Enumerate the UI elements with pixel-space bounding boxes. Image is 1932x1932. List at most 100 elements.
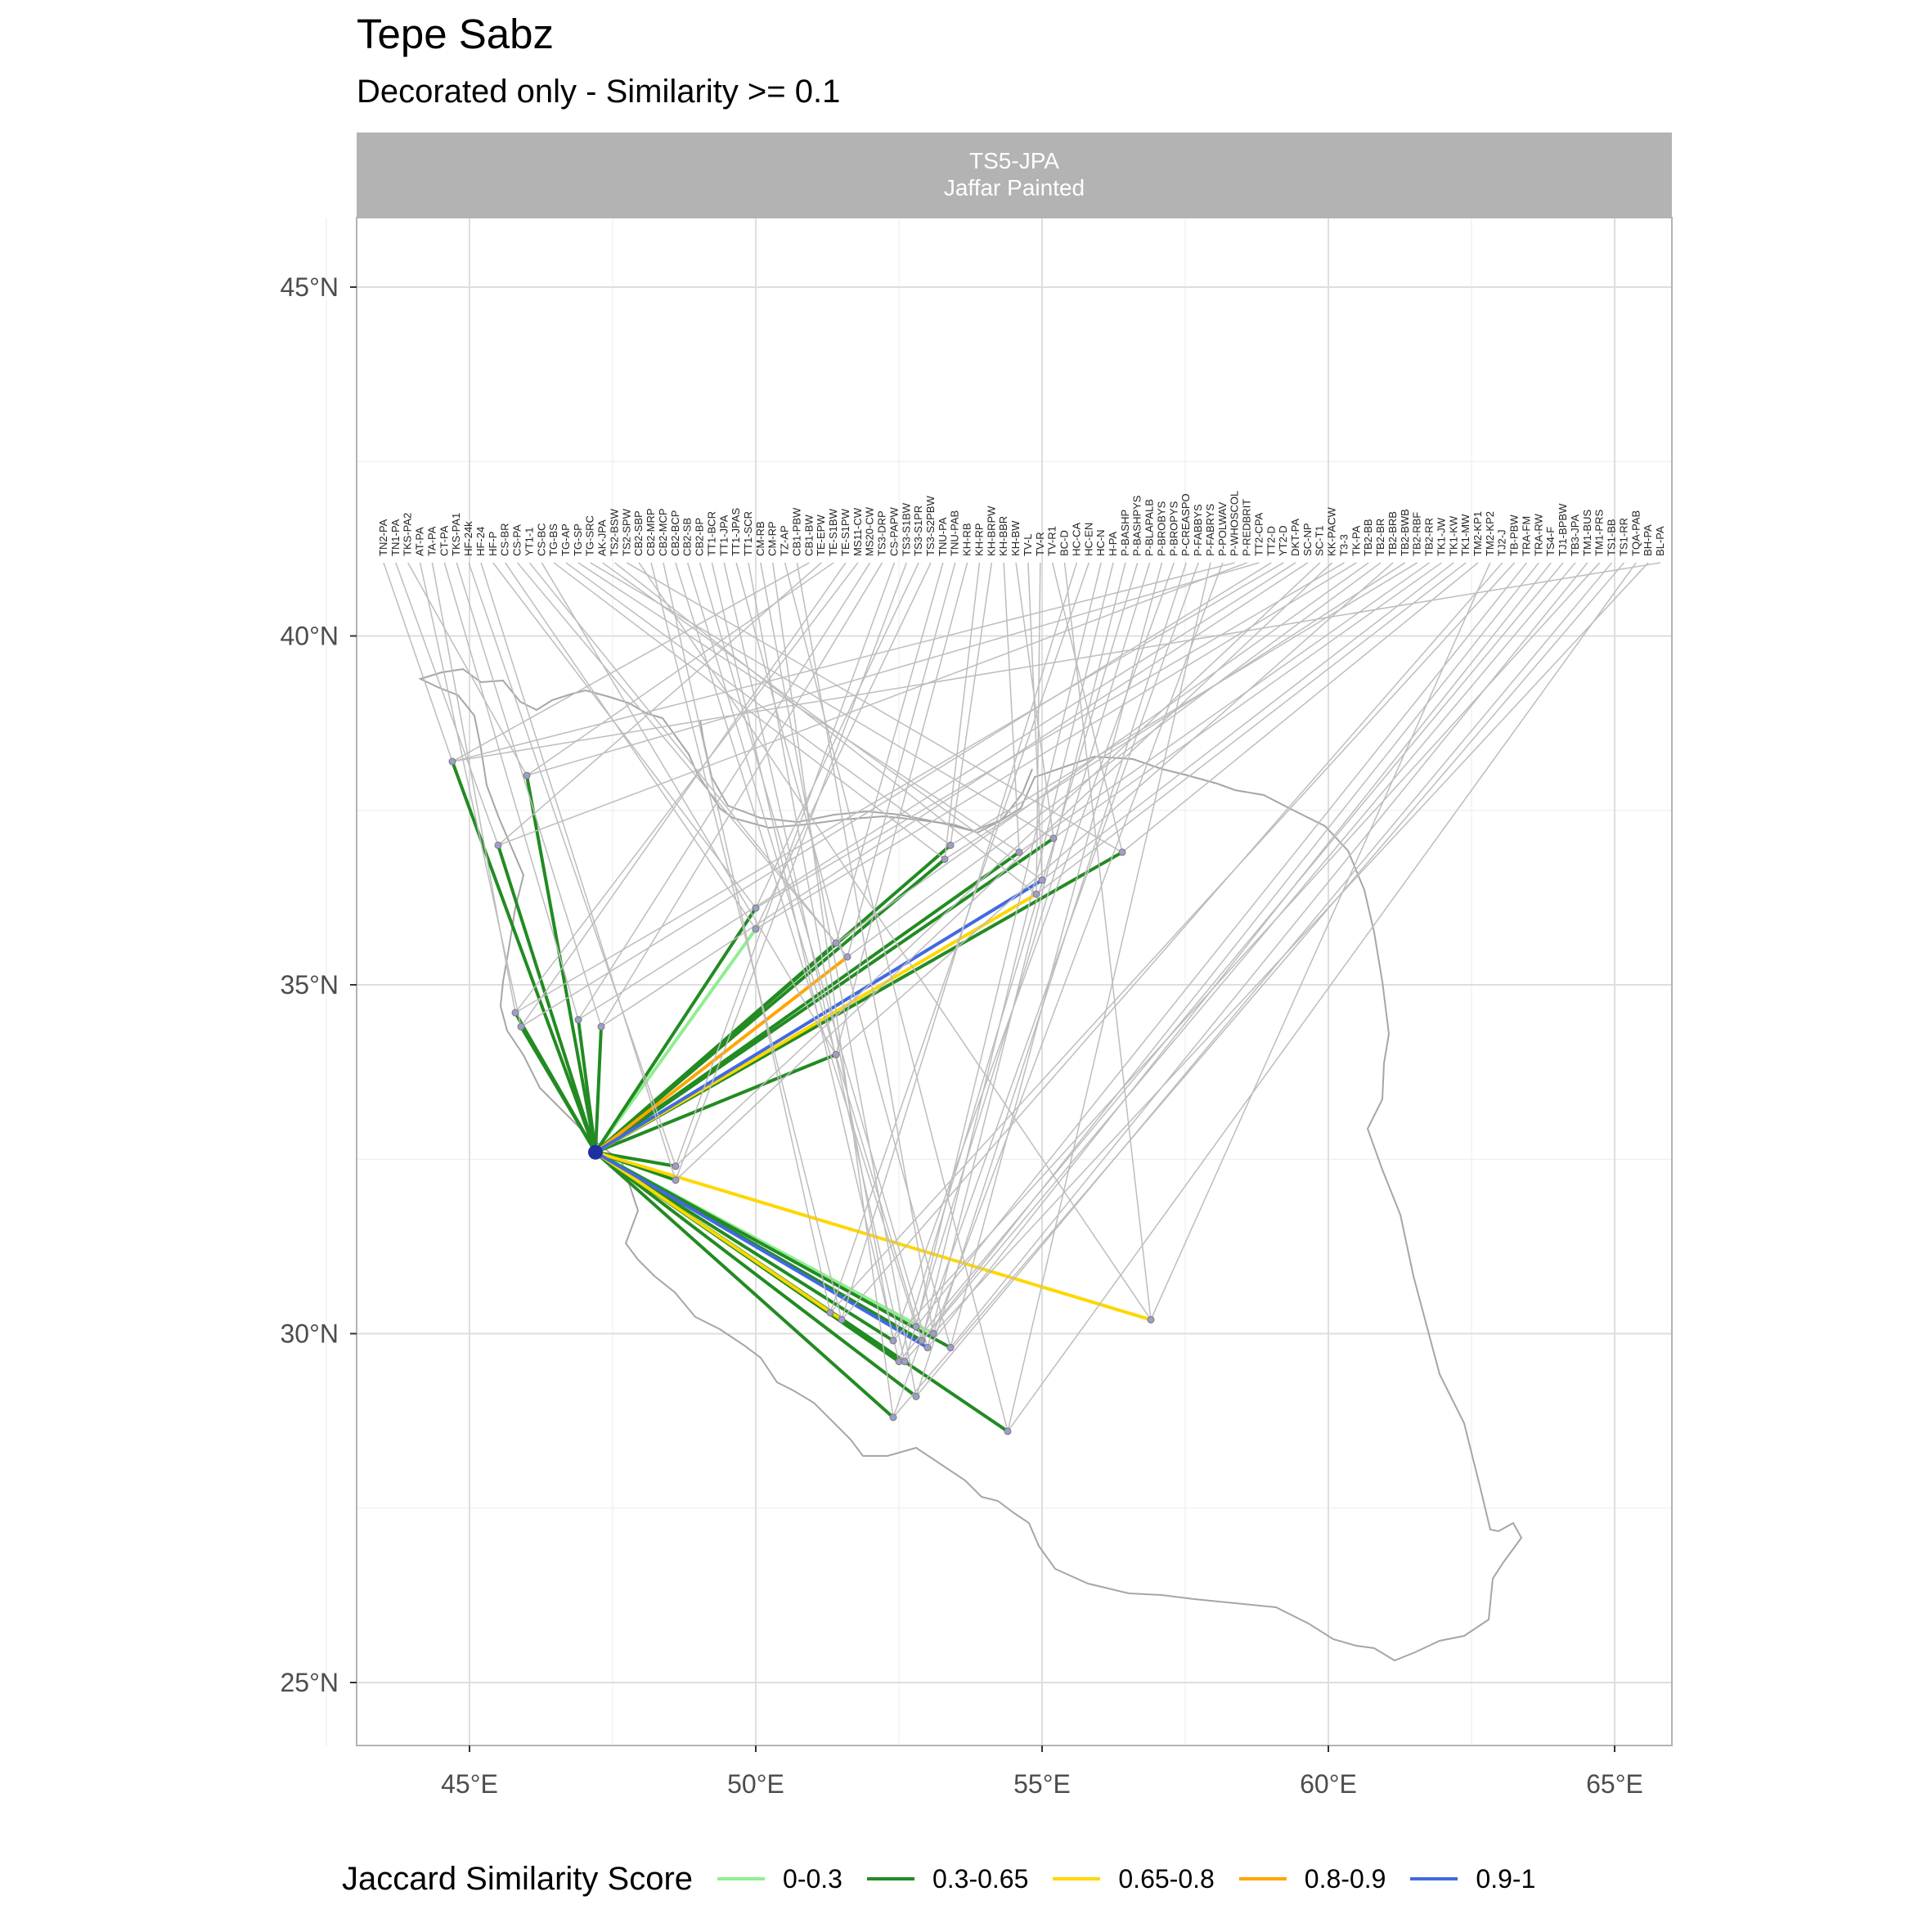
leader-line <box>921 562 1539 1341</box>
legend: Jaccard Similarity Score 0-0.3 0.3-0.65 … <box>342 1850 1560 1907</box>
site-label: CB2-BP <box>694 518 706 556</box>
leader-line <box>675 562 896 1167</box>
site-label: KH-BRPW <box>985 505 997 556</box>
site-label: TG-SP <box>572 523 584 556</box>
leader-line <box>932 562 1649 1335</box>
site-points <box>448 757 1155 1436</box>
site-label: KH-RB <box>961 523 973 555</box>
legend-label: 0.8-0.9 <box>1304 1863 1386 1894</box>
site-label: P-BASHP <box>1119 510 1131 556</box>
legend-label: 0.9-1 <box>1476 1863 1536 1894</box>
site-label: TS3-S1PR <box>912 505 924 556</box>
site-label: TKS-PA1 <box>450 513 462 556</box>
site-label: TV-R <box>1034 532 1046 556</box>
site-label: CM-RP <box>766 521 779 556</box>
similarity-links <box>451 760 1152 1433</box>
site-label: TS1-BB <box>1606 519 1618 556</box>
y-tick-label: 35°N <box>281 970 339 1000</box>
site-label: HF-24k <box>462 521 474 556</box>
leader-line <box>480 562 676 1181</box>
site-point <box>752 904 760 912</box>
site-label: YT1-1 <box>523 528 535 556</box>
site-label: TQA-PAB <box>1629 510 1642 556</box>
site-label: HF-P <box>487 532 499 556</box>
similarity-link <box>594 1150 918 1399</box>
leader-line <box>829 562 1516 1314</box>
leader-line <box>675 562 917 1328</box>
similarity-link <box>594 1150 895 1419</box>
site-label: YT2-D <box>1277 525 1289 556</box>
site-point <box>946 1344 955 1352</box>
leader-line <box>675 562 1333 1181</box>
site-point <box>752 925 760 933</box>
site-label: CB1-BW <box>802 514 815 556</box>
legend-label: 0-0.3 <box>783 1863 842 1894</box>
legend-item: 0.9-1 <box>1410 1864 1535 1894</box>
similarity-link <box>594 836 1055 1154</box>
legend-item: 0-0.3 <box>717 1864 842 1894</box>
site-label: CB1-PBW <box>790 507 802 556</box>
site-label: TRA-FM <box>1520 516 1532 556</box>
site-label: TK1-JW <box>1435 517 1447 556</box>
leader-line <box>835 562 1394 1055</box>
site-label: TG-SRC <box>584 515 596 556</box>
leader-line <box>452 562 810 762</box>
site-label: TB2-BWB <box>1399 509 1411 556</box>
leader-line <box>520 562 1272 1027</box>
site-label: TE-S1BW <box>827 508 839 556</box>
leader-line <box>755 562 1357 930</box>
site-label: TM1-PRS <box>1593 510 1606 556</box>
site-label: TZ-AP <box>779 525 791 556</box>
leader-line <box>755 562 919 909</box>
site-label: BL-PA <box>1654 526 1666 556</box>
site-point <box>912 1392 920 1400</box>
legend-swatch <box>1053 1877 1101 1880</box>
focal-site-point <box>588 1144 603 1160</box>
leader-line <box>526 562 1260 776</box>
leader-line <box>847 562 1382 958</box>
site-label: TT2-D <box>1265 526 1277 556</box>
legend-item: 0.8-0.9 <box>1238 1863 1386 1894</box>
leader-line <box>468 562 676 1167</box>
similarity-link <box>594 1150 895 1343</box>
leader-line <box>829 562 1090 1314</box>
site-point <box>832 939 840 947</box>
site-label: TS1-RR <box>1617 518 1629 556</box>
site-point <box>1049 834 1058 842</box>
leader-line <box>898 562 1139 1362</box>
site-label: TM1-BUS <box>1581 510 1593 556</box>
leader-line <box>1036 562 1467 895</box>
leader-line <box>915 562 1187 1397</box>
similarity-link <box>594 1025 603 1154</box>
leader-line <box>600 562 883 1027</box>
site-label: TB3-JPA <box>1569 514 1581 556</box>
site-label: P-WHOSCOL <box>1229 491 1241 556</box>
leader-line <box>950 562 1418 847</box>
leader-line <box>514 562 1284 1013</box>
site-label: TT1-JPA <box>717 514 730 556</box>
similarity-link <box>594 906 757 1154</box>
leader-line <box>1027 562 1043 881</box>
leader-line <box>456 562 602 1027</box>
leader-line <box>650 562 842 1320</box>
leader-line <box>711 562 900 1362</box>
similarity-link <box>594 955 849 1154</box>
site-label: TT1-SCR <box>742 511 754 556</box>
site-label: TS3-DRP <box>876 510 888 556</box>
site-label: TB2-BB <box>1362 519 1374 556</box>
leader-line <box>526 562 834 776</box>
facet-strip-code: TS5-JPA <box>969 148 1059 173</box>
site-label: P-BROBYS <box>1155 501 1167 556</box>
site-label: HF-24 <box>474 527 487 556</box>
leader-line <box>577 562 871 1021</box>
y-tick-label: 25°N <box>281 1668 339 1697</box>
leader-line <box>760 562 917 1397</box>
site-label: TKS-PA2 <box>402 513 414 556</box>
site-label: HC-CA <box>1070 522 1082 555</box>
site-label: TV-L <box>1022 533 1034 555</box>
site-label: DKT-PA <box>1289 519 1301 556</box>
legend-swatch <box>1238 1877 1287 1880</box>
leader-line <box>577 562 1296 1021</box>
site-point <box>1118 848 1126 856</box>
site-label: TG-BS <box>547 523 559 556</box>
